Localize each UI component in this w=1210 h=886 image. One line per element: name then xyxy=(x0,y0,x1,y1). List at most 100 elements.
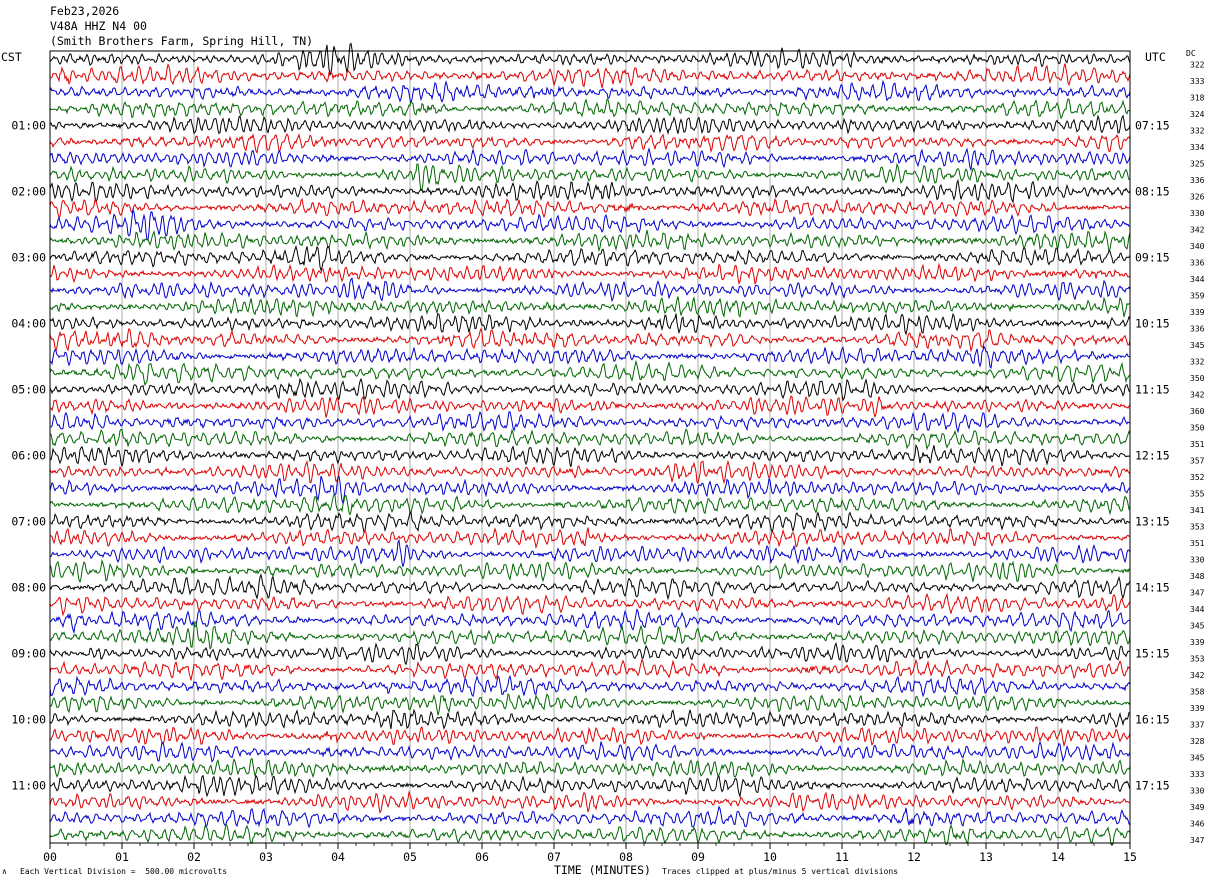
header-location: (Smith Brothers Farm, Spring Hill, TN) xyxy=(50,34,314,48)
seismogram-trace xyxy=(49,42,1131,77)
dc-offset-label: 326 xyxy=(1190,192,1205,201)
seismogram-trace xyxy=(49,296,1131,318)
seismogram-trace xyxy=(49,527,1131,549)
dc-offset-label: 330 xyxy=(1190,555,1205,564)
left-hour-label: 11:00 xyxy=(11,778,46,792)
seismogram-trace xyxy=(49,79,1131,104)
seismogram-trace xyxy=(49,359,1131,387)
dc-offset-label: 342 xyxy=(1190,390,1205,399)
dc-offset-label: 339 xyxy=(1190,704,1205,713)
header-station: V48A HHZ N4 00 xyxy=(50,19,147,33)
dc-offset-label: 357 xyxy=(1190,456,1205,465)
dc-offset-label: 348 xyxy=(1190,572,1205,581)
right-hour-label: 11:15 xyxy=(1135,382,1170,396)
x-tick-label: 11 xyxy=(835,850,849,864)
time-gridlines xyxy=(121,51,1059,843)
seismogram-trace xyxy=(49,133,1131,154)
dc-offset-label: 341 xyxy=(1190,506,1205,515)
seismogram-trace xyxy=(49,558,1131,584)
seismogram-trace xyxy=(49,657,1131,681)
dc-offset-label: 351 xyxy=(1190,440,1205,449)
seismogram-trace xyxy=(49,822,1131,846)
left-timezone-label: CST xyxy=(1,50,22,64)
seismogram-trace xyxy=(49,757,1131,779)
left-hour-label: 02:00 xyxy=(11,184,46,198)
dc-offset-label: 353 xyxy=(1190,522,1205,531)
x-tick-label: 06 xyxy=(475,850,489,864)
seismogram-trace xyxy=(49,740,1131,763)
dc-offset-label: 332 xyxy=(1190,126,1205,135)
right-hour-label: 08:15 xyxy=(1135,184,1170,198)
seismogram-trace xyxy=(49,345,1131,369)
x-tick-label: 13 xyxy=(979,850,993,864)
seismogram-trace xyxy=(49,229,1131,253)
x-tick-label: 07 xyxy=(547,850,561,864)
left-hour-label: 04:00 xyxy=(11,316,46,330)
dc-offset-label: 339 xyxy=(1190,638,1205,647)
right-hour-label: 14:15 xyxy=(1135,580,1170,594)
dc-offset-label: 358 xyxy=(1190,687,1205,696)
seismogram-trace xyxy=(49,395,1131,419)
dc-offset-label: 353 xyxy=(1190,654,1205,663)
dc-offset-label: 336 xyxy=(1190,324,1205,333)
seismogram-trace xyxy=(49,459,1131,485)
seismogram-trace xyxy=(49,244,1131,272)
x-tick-label: 05 xyxy=(403,850,417,864)
dc-offset-label: 360 xyxy=(1190,407,1205,416)
seismogram-trace xyxy=(49,377,1131,402)
corner-mark: ∧ xyxy=(2,867,7,876)
dc-offset-label: 351 xyxy=(1190,539,1205,548)
x-tick-label: 04 xyxy=(331,850,345,864)
left-hour-label: 03:00 xyxy=(11,250,46,264)
seismogram-trace xyxy=(49,147,1131,172)
x-tick-label: 09 xyxy=(691,850,705,864)
left-hour-label: 10:00 xyxy=(11,712,46,726)
seismogram-trace xyxy=(49,674,1131,698)
dc-offset-label: 350 xyxy=(1190,374,1205,383)
dc-offset-label: 359 xyxy=(1190,291,1205,300)
seismogram-trace xyxy=(49,726,1131,748)
x-tick-label: 15 xyxy=(1123,850,1137,864)
dc-offset-label: 333 xyxy=(1190,770,1205,779)
seismogram-trace xyxy=(49,774,1131,799)
header-date: Feb23,2026 xyxy=(50,4,120,18)
x-tick-label: 08 xyxy=(619,850,633,864)
dc-offset-label: 324 xyxy=(1190,110,1205,119)
seismogram-trace xyxy=(49,114,1131,135)
seismogram-trace xyxy=(49,573,1131,601)
seismogram-trace xyxy=(49,98,1131,120)
dc-offset-label: 345 xyxy=(1190,621,1205,630)
seismogram-trace xyxy=(49,475,1131,505)
left-hour-label: 01:00 xyxy=(11,118,46,132)
x-tick-label: 00 xyxy=(43,850,57,864)
seismogram-trace xyxy=(49,494,1131,517)
x-tick-label: 03 xyxy=(259,850,273,864)
dc-offset-label: 330 xyxy=(1190,209,1205,218)
seismogram-trace xyxy=(49,693,1131,716)
right-hour-label: 10:15 xyxy=(1135,316,1170,330)
right-hour-label: 15:15 xyxy=(1135,646,1170,660)
seismogram-trace xyxy=(49,511,1131,534)
seismogram-trace xyxy=(49,277,1131,303)
left-hour-label: 08:00 xyxy=(11,580,46,594)
clip-note: Traces clipped at plus/minus 5 vertical … xyxy=(662,867,899,876)
dc-offset-label: 342 xyxy=(1190,671,1205,680)
dc-offset-label: 336 xyxy=(1190,258,1205,267)
seismogram-trace xyxy=(49,428,1131,451)
x-axis-ticks xyxy=(49,843,1131,849)
seismogram-trace xyxy=(49,262,1131,286)
seismogram-trace xyxy=(49,312,1131,336)
dc-offset-label: 332 xyxy=(1190,357,1205,366)
x-tick-label: 14 xyxy=(1051,850,1065,864)
dc-offset-header: DC xyxy=(1186,49,1196,58)
right-hour-label: 12:15 xyxy=(1135,448,1170,462)
dc-offset-label: 318 xyxy=(1190,93,1205,102)
dc-offset-label: 339 xyxy=(1190,308,1205,317)
right-hour-label: 09:15 xyxy=(1135,250,1170,264)
seismogram-trace xyxy=(49,641,1131,666)
seismogram-trace xyxy=(49,410,1131,434)
dc-offset-label: 347 xyxy=(1190,836,1205,845)
seismogram-trace xyxy=(49,207,1131,241)
dc-offset-label: 347 xyxy=(1190,588,1205,597)
dc-offset-label: 325 xyxy=(1190,159,1205,168)
